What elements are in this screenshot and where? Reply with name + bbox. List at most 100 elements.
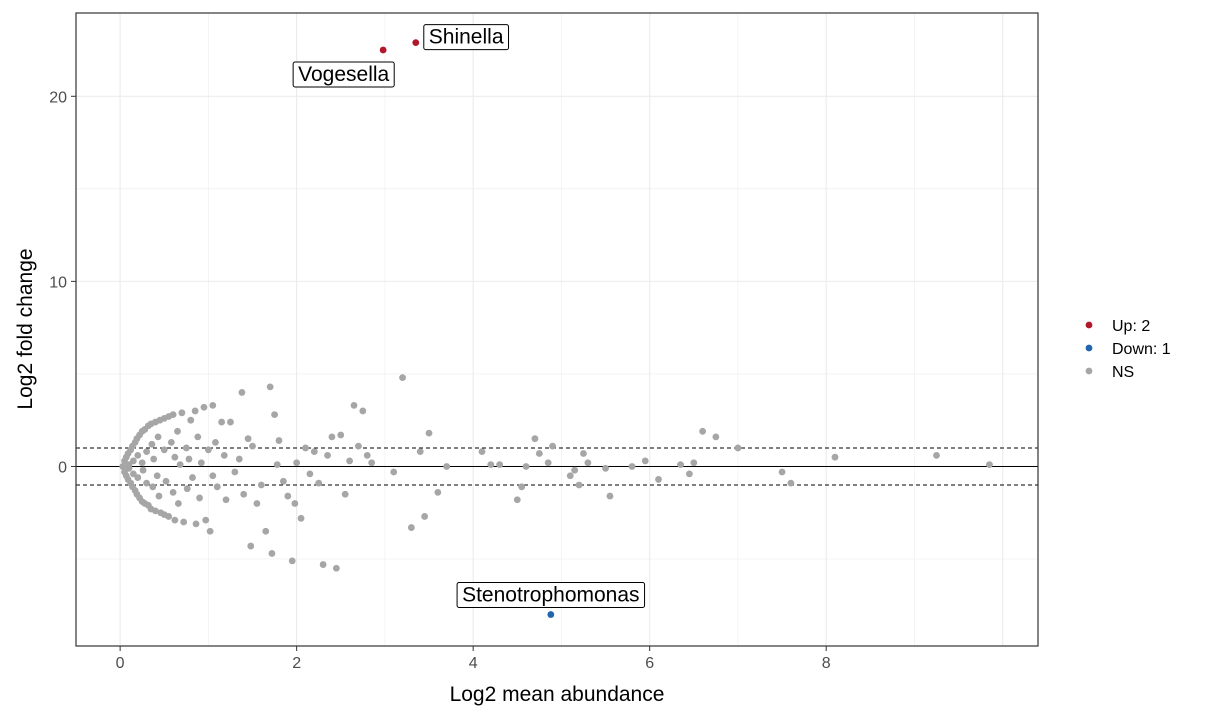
plot-panel-background [76,13,1038,646]
point-ns [291,500,299,507]
point-ns [425,429,433,437]
point-ns [518,483,526,491]
point-label-text: Shinella [429,26,504,49]
point-ns [271,411,278,419]
point-ns [487,461,495,469]
point-ns [478,448,486,456]
x-tick-label: 0 [116,655,125,672]
point-ns [350,401,358,409]
point-ns [778,468,786,476]
point-ns [178,409,186,417]
point-ns [831,453,839,461]
point-ns [549,442,556,450]
point-ns [119,463,127,470]
point-ns [192,520,200,528]
point-ns [162,477,170,485]
point-ns [606,492,614,500]
point-ns [368,459,376,467]
point-ns [247,542,255,550]
point-ns [580,450,587,457]
y-tick-label: 10 [49,274,67,291]
point-ns [187,416,195,424]
point-ns [986,461,993,469]
point-ns [134,474,142,481]
axis-ticks: 0 2 4 6 8 0 10 20 [49,89,831,672]
point-ns [355,442,362,450]
point-ns [253,500,261,507]
x-axis-title: Log2 mean abundance [450,683,665,706]
point-ns [218,418,226,426]
point-ns [280,477,287,485]
point-label-box [423,24,510,51]
point-ns [346,457,353,465]
point-ns [231,468,239,476]
point-ns [628,463,636,470]
point-label-box [456,582,646,609]
point-ns [138,459,146,467]
point-ns [152,507,159,515]
point-ns [196,494,203,502]
legend: Up: 2 Down: 1 NS [1085,318,1171,381]
point-ns [434,488,442,496]
point-up [379,46,387,54]
point-ns [134,451,142,459]
point-ns [302,444,309,452]
point-ns [513,496,521,504]
point-ns [189,474,196,481]
point-ns [222,496,230,504]
point-ns [332,564,340,572]
point-ns [315,479,323,487]
point-ns [677,461,684,469]
x-tick-label: 4 [469,655,478,672]
point-ns [169,488,177,496]
point-ns [238,389,246,396]
point-ns [129,457,137,465]
point-ns [407,524,415,531]
point-ns [171,516,179,524]
y-tick-label: 20 [49,89,67,106]
point-ns [154,433,162,441]
point-down [547,611,555,618]
point-ns [220,451,228,459]
x-tick-label: 2 [292,655,301,672]
point-ns [180,518,188,526]
point-ns [174,427,181,435]
point-ns [531,435,539,443]
legend-label: Down: 1 [1112,341,1171,358]
point-ns [244,435,252,443]
point-ns [273,461,281,469]
point-ns [183,485,191,493]
point-ns [176,461,184,469]
point-ns [390,468,398,476]
point-ns [416,448,424,456]
point-ns [421,513,429,520]
point-ns [139,466,147,474]
point-ns [319,561,327,568]
point-labels: Shinella Vogesella Stenotrophomonas [292,24,646,609]
point-ns [602,464,609,472]
point-ns [641,457,649,465]
point-ns [535,450,543,457]
point-ns [204,446,212,454]
point-ns [734,444,742,452]
point-ns [297,514,305,522]
point-label-text: Stenotrophomonas [462,584,639,607]
legend-label: Up: 2 [1112,318,1150,335]
legend-key-ns [1085,367,1093,375]
point-ns [571,466,579,474]
point-ns [522,463,530,470]
point-ns [359,407,367,415]
point-label: Stenotrophomonas [456,582,646,609]
point-ns [262,527,270,535]
point-ns [185,455,193,463]
point-ns [399,374,406,382]
point-ns [341,490,349,498]
point-ns [933,451,940,459]
point-ns [363,451,371,459]
point-ns [160,446,168,454]
point-ns [209,401,217,409]
point-ns [148,440,156,448]
point-ns [496,461,504,469]
legend-key-down [1085,344,1093,352]
y-tick-label: 0 [58,459,67,476]
